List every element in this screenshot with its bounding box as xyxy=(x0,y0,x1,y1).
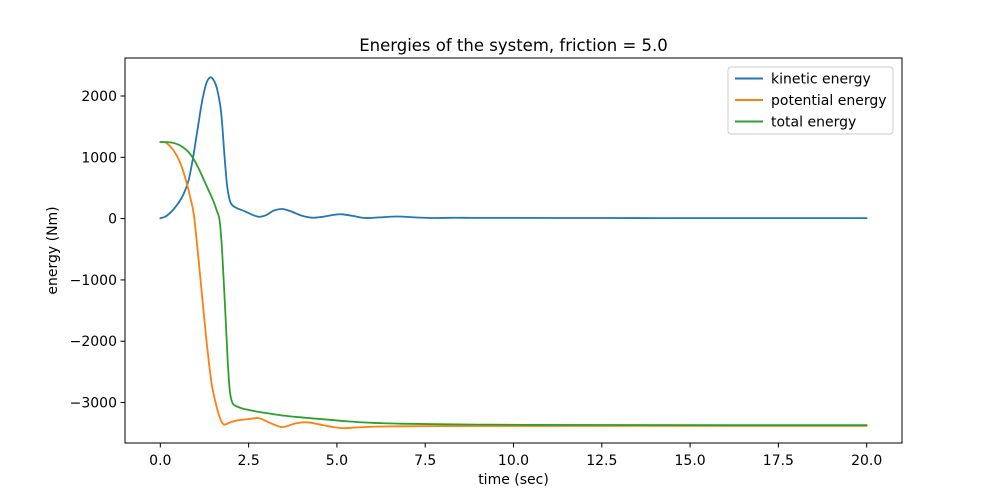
series-layer xyxy=(159,76,868,430)
line-total-energy xyxy=(159,141,868,427)
line-kinetic-energy xyxy=(159,76,868,220)
x-tick-label: 15.0 xyxy=(675,453,706,469)
legend-label-potential-energy: potential energy xyxy=(771,93,887,109)
y-axis-label: energy (Nm) xyxy=(45,206,61,294)
x-tick-label: 2.5 xyxy=(237,453,259,469)
y-tick-label: −2000 xyxy=(70,334,117,350)
x-tick-label: 17.5 xyxy=(763,453,794,469)
ticks-layer: 0.0 2.5 5.0 7.5 10.0 12.5 15.0 17.5 20.0 2000 1000… xyxy=(70,89,883,469)
legend: kinetic energy potential energy total ener… xyxy=(727,66,894,135)
line-potential-energy xyxy=(159,141,868,430)
chart-title: Energies of the system, friction = 5.0 xyxy=(359,36,668,55)
y-tick-label: 0 xyxy=(108,212,117,228)
x-tick-label: 12.5 xyxy=(586,453,617,469)
legend-label-kinetic-energy: kinetic energy xyxy=(771,72,871,88)
y-tick-label: 2000 xyxy=(81,89,117,105)
x-tick-label: 20.0 xyxy=(851,453,882,469)
x-tick-label: 5.0 xyxy=(326,453,348,469)
y-tick-label: 1000 xyxy=(81,150,117,166)
legend-box xyxy=(727,66,894,135)
legend-label-total-energy: total energy xyxy=(771,115,856,131)
x-tick-label: 0.0 xyxy=(149,453,171,469)
x-axis-label: time (sec) xyxy=(478,472,549,488)
y-tick-label: −3000 xyxy=(70,396,117,412)
x-tick-label: 7.5 xyxy=(414,453,436,469)
x-tick-label: 10.0 xyxy=(498,453,529,469)
y-tick-label: −1000 xyxy=(70,273,117,289)
